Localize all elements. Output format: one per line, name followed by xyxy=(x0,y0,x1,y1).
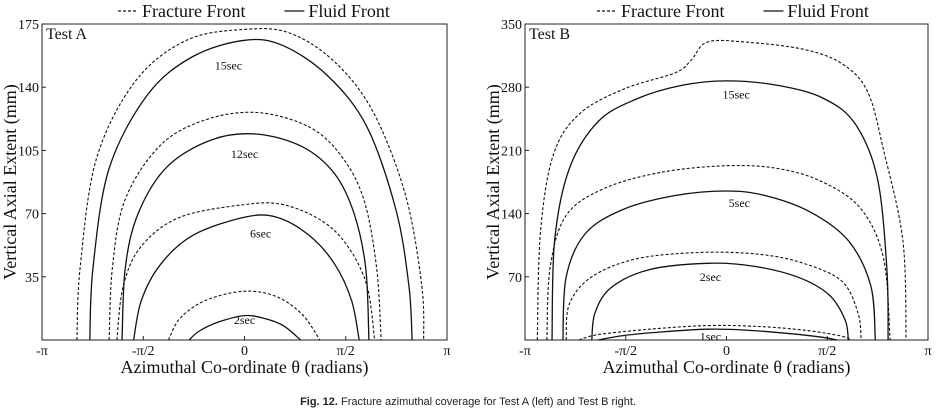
y-tick-label: 105 xyxy=(18,144,39,159)
x-axis-label: Azimuthal Co-ordinate θ (radians) xyxy=(602,357,850,378)
fracture-front-5sec xyxy=(546,164,891,341)
fracture-front-1sec xyxy=(578,324,852,341)
y-tick-label: 175 xyxy=(18,18,39,33)
fluid-front-2sec xyxy=(591,262,850,341)
x-tick-label: -π xyxy=(36,344,48,359)
legend-label: Fluid Front xyxy=(787,1,869,21)
plot-frame xyxy=(41,23,448,341)
panel-label: Test A xyxy=(46,26,88,43)
y-tick-label: 280 xyxy=(501,81,522,96)
fracture-front-15sec xyxy=(76,28,425,341)
x-axis-label: Azimuthal Co-ordinate θ (radians) xyxy=(120,357,368,378)
panel-label: Test B xyxy=(529,26,570,43)
x-tick-label: -π/2 xyxy=(614,344,637,359)
x-tick-label: π xyxy=(924,344,931,359)
y-tick-label: 35 xyxy=(25,271,39,286)
legend-label: Fluid Front xyxy=(308,1,390,21)
fluid-front-1sec xyxy=(598,328,837,341)
figure: Fracture Front Fluid Front Test A 35 70 105 14… xyxy=(0,1,932,378)
x-tick-label: π xyxy=(443,344,450,359)
y-tick-label: 140 xyxy=(18,81,39,96)
time-label: 1sec xyxy=(700,329,721,343)
figure-caption: Fig. 12. Fracture azimuthal coverage for… xyxy=(0,396,936,408)
fluid-front-15sec xyxy=(89,38,413,341)
fluid-front-2sec xyxy=(188,314,302,341)
y-tick-label: 140 xyxy=(501,208,522,223)
time-label: 15sec xyxy=(215,59,242,73)
legend-label: Fracture Front xyxy=(142,1,245,21)
x-tick-label: -π/2 xyxy=(132,344,155,359)
time-label: 2sec xyxy=(234,313,255,327)
fracture-front-6sec xyxy=(116,202,376,341)
fracture-front-2sec xyxy=(167,290,321,341)
fluid-front-6sec xyxy=(132,214,360,341)
front-curves: 2sec 6sec 12sec 15sec xyxy=(76,28,425,341)
time-label: 12sec xyxy=(231,147,258,161)
y-tick-label: 210 xyxy=(501,144,522,159)
legend-label: Fracture Front xyxy=(621,1,724,21)
y-axis-label: Vertical Axial Extent (mm) xyxy=(483,84,504,279)
y-tick-label: 350 xyxy=(501,18,522,33)
fluid-front-15sec xyxy=(551,80,889,341)
x-tick-label: π/2 xyxy=(818,344,836,359)
fluid-front-5sec xyxy=(562,190,876,341)
front-curves: 1sec 2sec 5sec 15sec xyxy=(536,39,907,343)
fracture-front-2sec xyxy=(565,251,862,341)
x-tick-label: π/2 xyxy=(337,344,355,359)
chart-test-a: Fracture Front Fluid Front Test A 35 70 105 14… xyxy=(0,1,451,378)
fracture-front-15sec xyxy=(536,39,907,341)
x-tick-label: 0 xyxy=(723,344,730,359)
time-label: 15sec xyxy=(722,87,749,101)
caption-label: Fig. 12. xyxy=(300,396,338,408)
plot-frame xyxy=(524,23,929,341)
chart-test-b: Fracture Front Fluid Front Test B 70 140 210 2… xyxy=(483,1,932,378)
fracture-front-12sec xyxy=(108,111,382,341)
legend: Fracture Front Fluid Front xyxy=(118,1,390,21)
x-tick-label: -π xyxy=(519,344,531,359)
caption-text: Fracture azimuthal coverage for Test A (… xyxy=(341,396,636,408)
time-label: 2sec xyxy=(700,270,721,284)
y-tick-label: 70 xyxy=(508,271,522,286)
y-axis-label: Vertical Axial Extent (mm) xyxy=(0,84,21,279)
fluid-front-12sec xyxy=(121,133,370,341)
legend: Fracture Front Fluid Front xyxy=(597,1,869,21)
time-label: 6sec xyxy=(250,226,271,240)
y-tick-label: 70 xyxy=(25,208,39,223)
x-tick-label: 0 xyxy=(241,344,248,359)
time-label: 5sec xyxy=(729,196,750,210)
